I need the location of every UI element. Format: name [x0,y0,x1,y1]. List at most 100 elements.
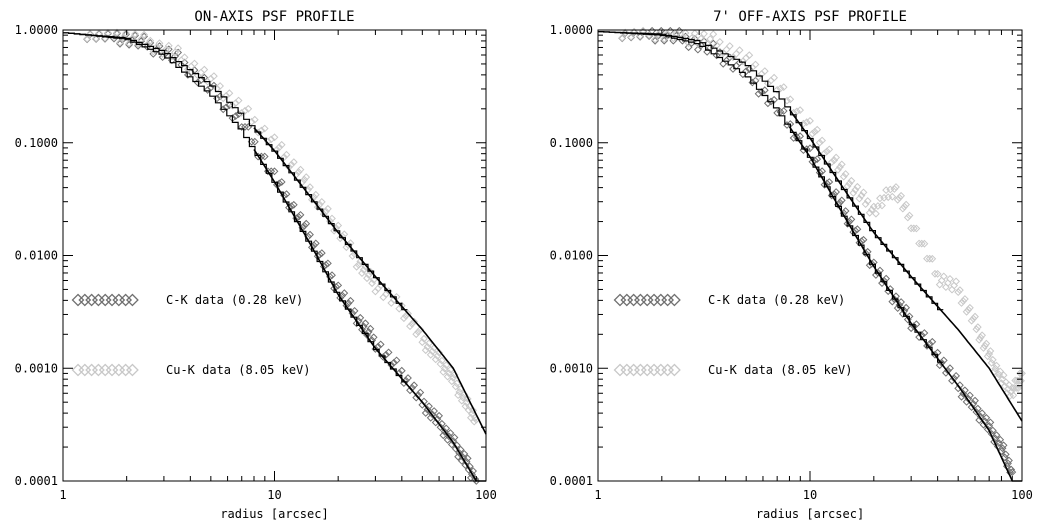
data-point [843,219,852,228]
data-point [813,155,822,164]
data-point [982,413,991,422]
data-point [825,178,834,186]
data-point [834,165,842,174]
data-point [1017,376,1025,385]
data-point [302,173,311,182]
data-point [302,219,311,228]
data-point [980,341,989,350]
data-point [280,153,289,162]
data-point [999,441,1008,450]
data-point [352,319,361,328]
data-point [416,388,425,397]
data-point [999,371,1008,380]
data-point [863,197,872,205]
legend-marker [654,363,668,377]
data-point [116,38,124,47]
legend-label: Cu-K data (8.05 keV) [708,363,853,377]
y-tick-label: 0.0010 [15,361,58,375]
x-tick-label: 10 [803,488,817,502]
data-point [452,379,461,388]
legend-marker [125,293,139,307]
data-point [155,39,164,48]
legend-marker [85,293,99,307]
data-point [627,32,636,41]
data-point [294,212,303,221]
data-point [257,126,266,135]
data-point [773,85,782,94]
data-point [946,274,954,283]
data-point [289,200,298,209]
data-point [425,339,433,348]
data-point [827,158,836,167]
data-point [406,322,414,331]
data-point [931,350,939,359]
axis-ticks [62,30,486,482]
legend-marker [620,363,634,377]
data-point [463,394,472,403]
x-axis-label: radius [arcsec] [220,507,328,521]
data-point [851,185,860,194]
data-point [401,311,410,320]
data-point [225,89,234,98]
data-point [416,325,425,334]
data-point [321,207,330,216]
data-point [939,356,948,365]
data-point [878,201,886,210]
off-axis-psf-chart: 7' OFF-AXIS PSF PROFILE C-K data (0.28 ke… [550,9,1033,521]
data-point [962,307,971,316]
y-tick-label: 1.0000 [550,23,593,37]
data-point [810,127,819,136]
data-point [270,133,279,142]
data-point [959,297,968,305]
data-point [410,381,419,390]
data-point [228,101,237,110]
legend-marker [613,293,627,307]
data-point [867,205,876,214]
data-point [311,239,320,248]
data-point [412,330,421,339]
data-point [340,289,349,298]
data-point [1005,456,1013,465]
data-point [988,355,997,364]
data-point [250,115,259,124]
data-point [871,209,880,218]
data-point [174,44,183,53]
data-point [200,65,209,74]
data-point [435,348,444,357]
data-point [690,29,699,38]
series-0-data-points [83,29,481,485]
data-point [898,204,907,213]
data-point [845,179,854,188]
series-1-data-points [618,26,1026,400]
data-point [832,188,841,196]
data-point [190,59,199,68]
legend-marker [78,293,92,307]
data-point [928,337,937,346]
data-point [869,202,878,211]
data-point [779,107,788,115]
y-tick-label: 0.0001 [15,474,58,488]
data-point [231,112,240,121]
data-point [174,48,183,57]
plot-frame [597,29,1023,482]
data-point [446,429,455,437]
data-point [902,303,911,312]
data-point [397,366,406,375]
data-point [760,67,769,76]
data-point [905,211,914,220]
data-point [152,43,161,52]
data-point [946,364,954,373]
data-point [939,272,948,281]
data-point [909,224,918,233]
data-point [853,182,862,191]
x-tick-label: 10 [267,488,281,502]
data-point [832,153,841,162]
legend-item-0: C-K data (0.28 keV) [71,293,303,307]
data-point [965,391,974,400]
data-point [996,367,1005,376]
data-point [203,86,212,94]
data-point [1012,384,1021,392]
y-tick-label: 0.1000 [550,136,593,150]
legend-marker [620,293,634,307]
